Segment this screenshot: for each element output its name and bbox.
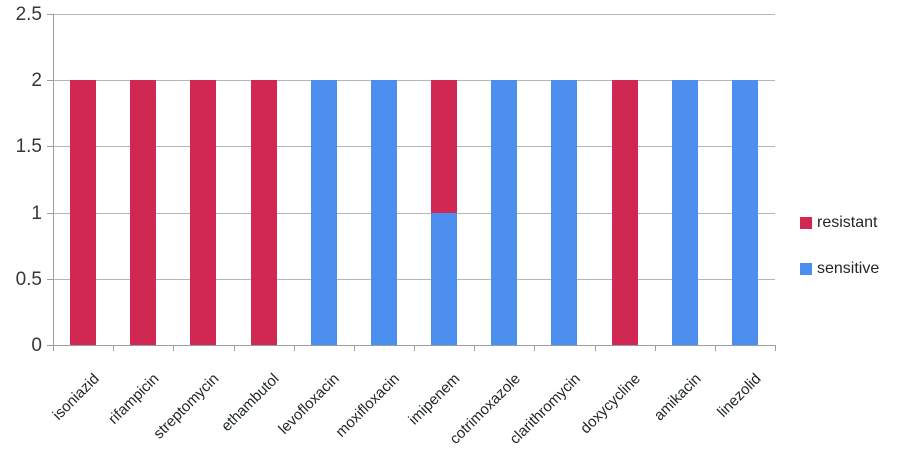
x-axis-tick [293,345,295,351]
x-axis-category-label: imipenem [405,370,464,429]
y-axis-tick-label: 2 [31,70,42,92]
bar-segment-sensitive-imipenem [431,212,458,345]
sensitive-swatch-icon [800,263,812,275]
bar-segment-resistant-rifampicin [130,80,157,345]
x-axis-tick [414,345,415,351]
x-axis-tick [53,345,54,351]
legend-item-sensitive: sensitive [800,259,879,279]
resistant-swatch-icon [800,217,812,229]
y-axis-tick-label: 0 [31,335,42,356]
legend-label-sensitive: sensitive [817,260,880,277]
bar-segment-sensitive-levofloxacin [310,80,337,345]
bar-segment-resistant-streptomycin [190,80,217,345]
bar-segment-resistant-doxycycline [611,80,638,345]
bar-segment-sensitive-amikacin [671,80,698,345]
y-axis-tick [47,278,53,280]
y-axis-tick [47,146,53,148]
x-axis-category-label: amikacin [650,370,705,425]
x-axis-category-label: ethambutol [218,370,283,435]
plot-area [53,14,775,345]
x-axis-tick [113,345,115,351]
x-axis-tick [353,345,355,351]
y-axis-tick-label: 1 [31,202,42,224]
bar-segment-sensitive-moxifloxacin [370,80,397,345]
x-axis-tick [775,345,776,351]
x-axis-category-label: moxifloxacin [332,370,404,441]
y-axis-tick [47,80,53,82]
x-axis-category-label: linezolid [713,370,765,421]
x-axis-tick [233,345,235,351]
gridline [53,278,775,280]
bar-segment-resistant-imipenem [431,80,458,213]
legend: resistant sensitive [800,213,879,305]
y-axis-tick [47,212,53,214]
bar-segment-sensitive-linezolid [731,80,758,345]
y-axis-tick-label: 0.5 [15,268,42,290]
x-axis-tick [714,345,716,351]
legend-item-resistant: resistant [800,213,879,233]
x-axis-category-label: rifampicin [105,370,163,428]
bar-segment-resistant-isoniazid [70,80,97,345]
bar-segment-sensitive-cotrimoxazole [491,80,518,345]
x-axis-tick [594,345,596,351]
y-axis-line [53,14,54,351]
x-axis-category-label: isoniazid [49,370,103,424]
gridline [53,146,775,148]
x-axis-tick [173,345,175,351]
gridline [53,80,775,82]
bar-segment-sensitive-clarithromycin [551,80,578,345]
y-axis-tick-label: 1.5 [15,136,42,158]
x-axis-tick [534,345,536,351]
x-axis-category-label: doxycycline [577,370,644,438]
gridline [53,212,775,214]
legend-label-resistant: resistant [817,214,878,231]
bar-segment-resistant-ethambutol [250,80,277,345]
y-axis-tick-label: 2.5 [15,4,42,25]
x-axis-tick [654,345,656,351]
x-axis-tick [474,345,476,351]
gridline [53,14,775,15]
y-axis-tick [47,345,53,346]
y-axis-tick [47,14,53,15]
